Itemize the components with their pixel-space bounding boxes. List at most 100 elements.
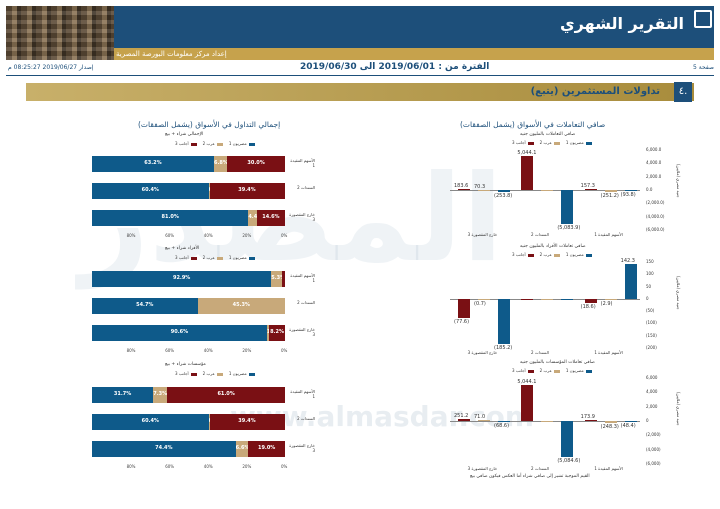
report-title: التقرير الشهري <box>560 14 684 33</box>
net-category-label: خارج المقصورة 3 <box>467 350 498 355</box>
share-bar-segment: 4.4% <box>248 210 257 226</box>
net-y-tick: (2,000) <box>646 432 661 438</box>
share-x-tick: 40% <box>203 233 213 238</box>
share-row-label: خارج المقصورة 3 <box>289 443 315 453</box>
legend-label: مصريون 1 <box>228 371 247 376</box>
net-bar <box>584 419 597 421</box>
share-bar-segment: 81.0% <box>92 210 249 226</box>
net-bar <box>478 298 490 300</box>
section-number: ٤. <box>674 82 692 102</box>
share-x-tick: 80% <box>126 348 136 353</box>
section-bar <box>26 83 694 101</box>
net-y-tick: 2,000.0 <box>646 173 662 179</box>
net-data-label: (251.2) <box>600 192 619 199</box>
legend-swatch <box>216 256 223 260</box>
net-bar <box>624 421 637 422</box>
net-y-tick: 0 <box>646 295 649 301</box>
net-y-tick: 6,000 <box>646 375 658 380</box>
share-x-tick: 40% <box>203 464 213 469</box>
share-x-tick: 40% <box>203 348 213 353</box>
net-y-tick: (4,000.0) <box>646 213 665 219</box>
net-data-label: 5,044.1 <box>517 150 537 157</box>
net-bar <box>521 156 534 190</box>
net-y-tick: 150 <box>646 259 654 264</box>
share-bar-segment <box>281 271 285 287</box>
share-bar-segment: 8.2% <box>269 325 285 341</box>
net-y-tick: (4,000) <box>646 446 661 452</box>
legend-swatch <box>553 369 560 373</box>
share-x-tick: 20% <box>242 464 252 469</box>
legend-swatch <box>248 372 255 376</box>
share-bar-segment: 6.8% <box>213 156 228 172</box>
legend-swatch <box>216 142 223 146</box>
net-data-label: (18.6) <box>580 304 596 311</box>
net-bar <box>604 190 617 192</box>
net-bar <box>624 190 637 191</box>
net-bar <box>561 421 574 458</box>
net-data-label: (2.9) <box>600 300 613 307</box>
legend-item: عرب 2 <box>203 141 223 146</box>
net-y-tick: (2,000.0) <box>646 200 665 206</box>
legend-swatch <box>553 141 560 145</box>
net-data-label: (253.8) <box>494 192 513 199</box>
legend-label: مصريون 1 <box>228 255 247 260</box>
legend-label: أجانب 3 <box>512 252 526 257</box>
legend-swatch <box>216 372 223 376</box>
legend-swatch <box>527 253 534 257</box>
legend-item: أجانب 3 <box>175 141 197 146</box>
share-bar-segment: 39.4% <box>208 183 285 199</box>
net-category-label: السندات 2 <box>531 466 549 471</box>
share-row-label: الأسهم المقيدة 1 <box>290 158 315 168</box>
share-bar-segment: 39.4% <box>208 414 285 430</box>
net-data-label: (5,084.6) <box>557 458 581 465</box>
report-period: الفترة من : 2019/06/01 الى 2019/06/30 <box>300 62 490 72</box>
share-row-label: خارج المقصورة 3 <box>289 212 315 222</box>
share-x-tick: 0% <box>281 233 288 238</box>
share-chart-title: مؤسسات شراء + بيع <box>165 362 206 367</box>
legend-label: عرب 2 <box>202 255 215 260</box>
share-x-tick: 60% <box>165 464 175 469</box>
legend-label: مصريون 1 <box>565 368 584 373</box>
net-data-label: 71.0 <box>474 414 486 421</box>
legend-label: عرب 2 <box>539 368 552 373</box>
share-bar-segment: 1. <box>266 325 270 341</box>
net-bar <box>478 189 490 191</box>
legend-label: عرب 2 <box>539 140 552 145</box>
net-y-tick: (200) <box>646 345 657 350</box>
net-y-tick: 2,000 <box>646 403 658 409</box>
share-bar-segment: 6.6% <box>235 441 249 457</box>
legend-swatch <box>190 372 197 376</box>
legend-swatch <box>248 142 255 146</box>
section-title: تداولات المستثمرين (يتبع) <box>530 86 660 97</box>
share-bar-segment: 90.6% <box>92 325 267 341</box>
net-category-label: خارج المقصورة 3 <box>467 466 498 471</box>
legend-item: مصريون 1 <box>229 255 255 260</box>
share-chart-legend: مصريون 1 عرب 2 أجانب 3 <box>175 141 255 146</box>
left-column-title: إجمالي التداول في الأسواق (يشمل الصفقات) <box>138 120 281 129</box>
net-y-axis-label: جنيه مصري (ملايين) <box>676 164 681 198</box>
share-bar-segment: 60.4% <box>92 183 209 199</box>
legend-item: أجانب 3 <box>512 252 534 257</box>
legend-swatch <box>585 253 592 257</box>
net-bar <box>458 419 470 421</box>
legend-swatch <box>190 256 197 260</box>
share-bar-segment: 30.0% <box>227 156 285 172</box>
report-subtitle: إعداد مركز معلومات البورصة المصرية <box>116 50 227 58</box>
net-data-label: (68.6) <box>494 422 510 429</box>
net-data-label: 183.6 <box>454 182 469 189</box>
share-chart-title: الإجمالي شراء + بيع <box>165 132 204 137</box>
net-data-label: 5,044.1 <box>517 378 537 385</box>
logo-mark-icon <box>694 10 712 28</box>
legend-label: عرب 2 <box>539 252 552 257</box>
share-bar-segment: 54.7% <box>92 298 198 314</box>
net-y-tick: 0 <box>646 418 649 423</box>
net-data-label: (248.3) <box>600 423 619 430</box>
footnote: القيم الموجبة تشير إلى صافي شراء أما الع… <box>470 474 590 479</box>
share-row-label: خارج المقصورة 3 <box>289 327 315 337</box>
divider <box>6 75 714 76</box>
legend-item: مصريون 1 <box>566 368 592 373</box>
net-y-tick: (150) <box>646 332 657 338</box>
legend-label: عرب 2 <box>202 371 215 376</box>
net-chart-legend: مصريون 1 عرب 2 أجانب 3 <box>512 252 592 257</box>
legend-label: مصريون 1 <box>565 252 584 257</box>
